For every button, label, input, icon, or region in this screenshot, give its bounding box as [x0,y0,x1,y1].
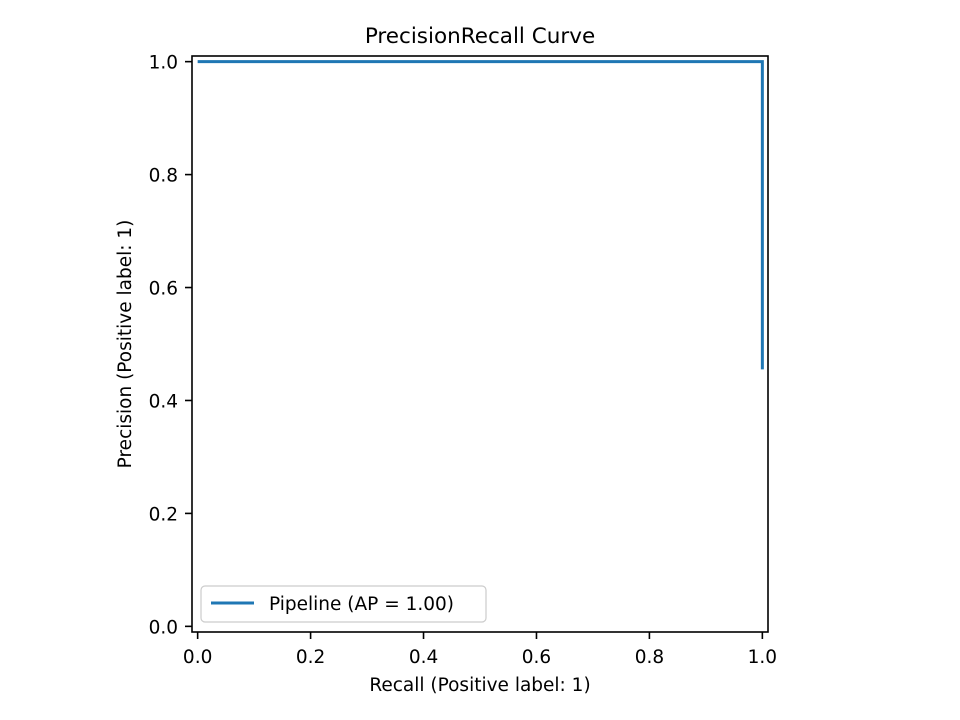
x-tick-label: 0.2 [296,647,325,668]
y-tick-label: 1.0 [149,53,178,74]
plot-area [191,55,769,633]
axes-frame [191,55,769,633]
y-tick-label: 0.8 [149,166,178,187]
series-line-pipeline [197,60,764,370]
y-tick-label: 0.4 [149,391,178,412]
y-axis-label: Precision (Positive label: 1) [115,220,136,469]
x-tick-label: 0.4 [409,647,438,668]
legend-frame [200,585,487,623]
x-axis-ticks: 0.0 0.2 0.4 0.6 0.8 1.0 [183,632,777,668]
x-tick-label: 0.6 [522,647,551,668]
series-layer [197,60,764,370]
legend-label: Pipeline (AP = 1.00) [269,594,454,615]
legend: Pipeline (AP = 1.00) [200,585,487,623]
x-axis-label: Recall (Positive label: 1) [369,675,590,696]
y-tick-label: 0.2 [149,504,178,525]
y-axis-ticks: 0.0 0.2 0.4 0.6 0.8 1.0 [149,53,192,638]
x-tick-label: 1.0 [748,647,777,668]
axes-background [192,56,768,632]
x-tick-label: 0.8 [635,647,664,668]
x-tick-label: 0.0 [183,647,212,668]
y-tick-label: 0.0 [149,617,178,638]
chart-title: PrecisionRecall Curve [365,24,595,49]
y-tick-label: 0.6 [149,279,178,300]
